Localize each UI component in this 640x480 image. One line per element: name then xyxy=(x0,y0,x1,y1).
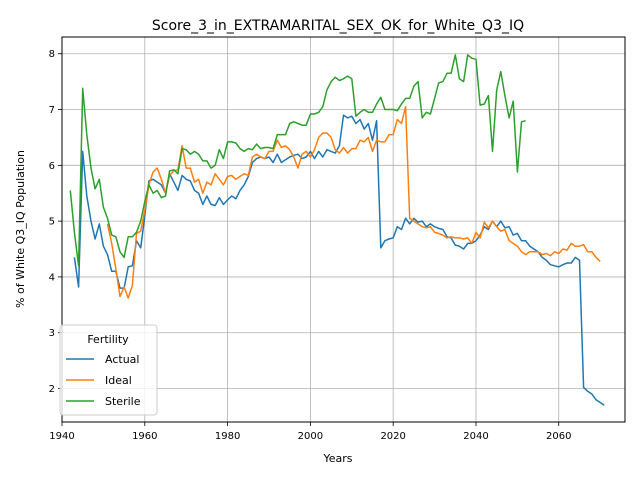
series-line-actual xyxy=(73,114,605,406)
series-line-ideal xyxy=(106,105,601,299)
y-tick-label: 7 xyxy=(49,105,55,116)
x-axis-ticks: 1940 1960 1980 2000 2020 2040 2060 xyxy=(49,422,571,442)
x-tick-label: 2020 xyxy=(380,431,405,442)
legend: Fertility Actual Ideal Sterile xyxy=(59,324,158,416)
y-tick-label: 8 xyxy=(49,49,55,60)
legend-label-ideal: Ideal xyxy=(105,374,132,387)
x-tick-label: 2040 xyxy=(463,431,488,442)
legend-label-sterile: Sterile xyxy=(105,395,141,408)
y-tick-label: 4 xyxy=(49,272,55,283)
chart-title: Score_3_in_EXTRAMARITAL_SEX_OK_for_White… xyxy=(152,18,524,34)
y-tick-label: 2 xyxy=(49,384,55,395)
y-tick-label: 6 xyxy=(49,161,55,172)
x-tick-label: 1940 xyxy=(49,431,74,442)
x-tick-label: 1960 xyxy=(132,431,157,442)
legend-label-actual: Actual xyxy=(105,353,139,366)
legend-entries: Actual Ideal Sterile xyxy=(66,353,141,408)
y-tick-label: 5 xyxy=(49,217,55,228)
legend-title: Fertility xyxy=(87,333,129,346)
series-line-sterile xyxy=(69,54,526,267)
x-tick-label: 2060 xyxy=(546,431,571,442)
x-tick-label: 2000 xyxy=(298,431,323,442)
y-axis-ticks: 2 3 4 5 6 7 8 xyxy=(49,49,62,395)
x-tick-label: 1980 xyxy=(215,431,240,442)
series-lines xyxy=(69,54,605,406)
x-axis-title: Years xyxy=(322,452,352,465)
y-axis-title: % of White Q3_IQ Population xyxy=(14,150,27,308)
legend-box xyxy=(59,324,158,416)
y-tick-label: 3 xyxy=(49,328,55,339)
plot-area-frame xyxy=(61,36,626,423)
